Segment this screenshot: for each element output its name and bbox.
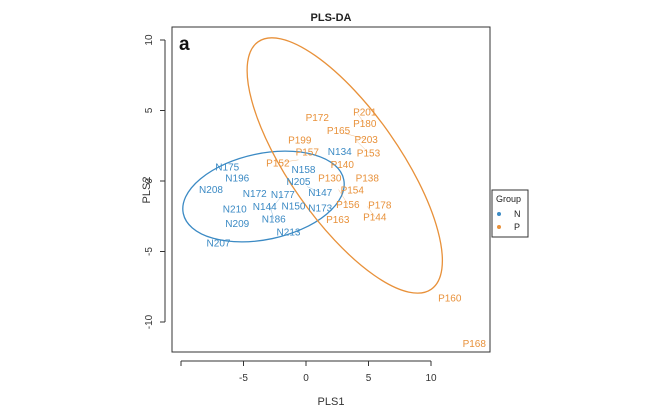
x-tick-label: 10 xyxy=(425,373,437,384)
label-leader-line xyxy=(269,194,284,211)
point-label: N177 xyxy=(271,190,295,201)
confidence-ellipse-p xyxy=(246,37,444,294)
label-leader-line xyxy=(307,186,321,193)
label-leader-line xyxy=(277,159,299,164)
point-label: P203 xyxy=(355,135,379,146)
legend-marker-p xyxy=(497,225,501,229)
point-label: N210 xyxy=(223,205,247,216)
panel-label: a xyxy=(179,34,190,55)
label-leader-line xyxy=(357,113,365,124)
point-label: P199 xyxy=(288,136,312,147)
y-axis-label: PLS2 xyxy=(141,177,153,204)
y-tick-label: 0 xyxy=(144,178,155,184)
label-leader-line xyxy=(357,141,369,153)
point-label: N209 xyxy=(225,219,249,230)
legend: Group N P xyxy=(491,189,529,238)
legend-label-n: N xyxy=(514,209,521,219)
x-axis-label: PLS1 xyxy=(318,396,345,408)
y-tick-label: 5 xyxy=(144,107,155,113)
point-label: N196 xyxy=(225,174,249,185)
point-label: N147 xyxy=(308,188,332,199)
point-label: P144 xyxy=(363,212,387,223)
point-label: P130 xyxy=(318,174,342,185)
chart-title: PLS-DA xyxy=(311,12,352,24)
x-tick-label: 5 xyxy=(366,373,372,384)
y-tick-label: -10 xyxy=(144,314,155,329)
label-leader-line xyxy=(338,189,349,205)
point-label: N172 xyxy=(243,189,267,200)
point-label: P160 xyxy=(438,294,462,305)
point-label: N134 xyxy=(328,147,352,158)
point-label: P154 xyxy=(341,186,365,197)
point-label: N208 xyxy=(199,185,223,196)
point-label: N173 xyxy=(308,203,332,214)
point-label: P156 xyxy=(336,200,360,211)
label-leader-line xyxy=(343,132,367,140)
point-label: N150 xyxy=(282,201,306,212)
point-label: P201 xyxy=(353,107,377,118)
legend-marker-n xyxy=(497,212,501,216)
point-label: P152 xyxy=(266,158,290,169)
point-label: N205 xyxy=(287,177,311,188)
point-label: N144 xyxy=(253,202,277,213)
point-label: P165 xyxy=(327,126,351,137)
point-label: P172 xyxy=(306,113,330,124)
point-label: N207 xyxy=(207,239,231,250)
point-label: P180 xyxy=(353,119,377,130)
point-label: N186 xyxy=(262,215,286,226)
legend-title: Group xyxy=(496,194,521,204)
plot-frame xyxy=(171,26,491,353)
y-tick-label: 10 xyxy=(144,34,155,46)
confidence-ellipse-n xyxy=(182,150,345,243)
label-leader-line xyxy=(269,204,274,220)
y-tick-label: -5 xyxy=(144,247,155,256)
point-label: P153 xyxy=(357,148,381,159)
point-label: N158 xyxy=(292,165,316,176)
x-tick-label: 0 xyxy=(303,373,309,384)
x-tick-label: -5 xyxy=(239,373,248,384)
label-leader-line xyxy=(367,206,375,217)
point-label: N213 xyxy=(277,227,301,238)
point-label: P168 xyxy=(463,339,487,350)
point-label: P163 xyxy=(326,215,350,226)
point-label: P178 xyxy=(368,200,392,211)
point-label: N175 xyxy=(215,162,239,173)
point-label: P140 xyxy=(331,160,355,171)
legend-label-p: P xyxy=(514,222,520,232)
point-label: P157 xyxy=(296,147,320,158)
point-label: P138 xyxy=(356,174,380,185)
